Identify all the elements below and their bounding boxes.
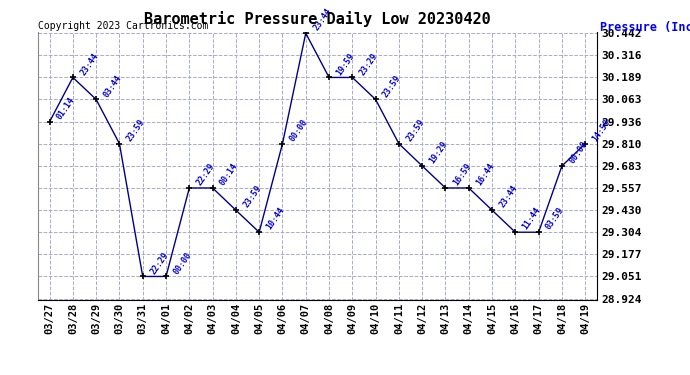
Text: 00:00: 00:00 (172, 250, 193, 276)
Text: 23:59: 23:59 (125, 117, 147, 143)
Text: 16:59: 16:59 (451, 162, 473, 187)
Text: 19:29: 19:29 (428, 140, 449, 165)
Text: Copyright 2023 Cartronics.com: Copyright 2023 Cartronics.com (38, 21, 208, 31)
Text: 19:59: 19:59 (335, 51, 356, 76)
Text: 10:44: 10:44 (265, 206, 286, 231)
Text: 00:14: 00:14 (218, 162, 240, 187)
Text: 14:59: 14:59 (591, 117, 613, 143)
Text: 01:14: 01:14 (55, 95, 77, 121)
Text: 00:00: 00:00 (288, 117, 310, 143)
Text: 23:44: 23:44 (311, 7, 333, 32)
Text: 23:44: 23:44 (497, 184, 520, 209)
Text: 23:59: 23:59 (381, 73, 403, 99)
Text: 22:29: 22:29 (195, 162, 217, 187)
Text: 23:59: 23:59 (404, 117, 426, 143)
Text: 16:44: 16:44 (474, 162, 496, 187)
Text: 03:44: 03:44 (101, 73, 124, 99)
Title: Barometric Pressure Daily Low 20230420: Barometric Pressure Daily Low 20230420 (144, 10, 491, 27)
Text: 23:44: 23:44 (79, 51, 100, 76)
Text: 03:59: 03:59 (544, 206, 566, 231)
Text: 00:00: 00:00 (567, 140, 589, 165)
Text: 22:29: 22:29 (148, 250, 170, 276)
Text: 23:59: 23:59 (241, 184, 263, 209)
Text: 23:29: 23:29 (358, 51, 380, 76)
Text: Pressure (Inches/Hg): Pressure (Inches/Hg) (600, 21, 690, 34)
Text: 11:44: 11:44 (521, 206, 542, 231)
